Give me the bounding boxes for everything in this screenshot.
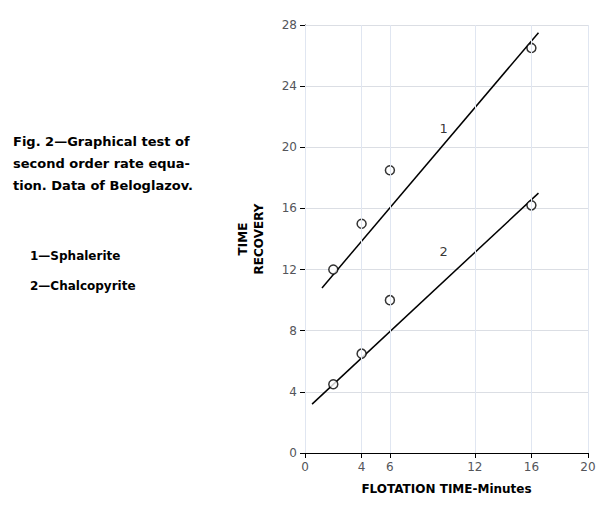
svg-text:1: 1 [440, 121, 448, 136]
svg-text:4: 4 [289, 385, 297, 399]
svg-text:6: 6 [386, 460, 394, 474]
svg-text:2—Chalcopyrite: 2—Chalcopyrite [30, 279, 136, 293]
svg-text:20: 20 [282, 140, 297, 154]
svg-text:20: 20 [580, 460, 595, 474]
svg-text:0: 0 [289, 446, 297, 460]
svg-text:24: 24 [282, 79, 297, 93]
svg-text:Fig. 2—Graphical test of: Fig. 2—Graphical test of [13, 134, 190, 149]
svg-text:2: 2 [440, 244, 448, 259]
svg-text:12: 12 [282, 263, 297, 277]
svg-text:0: 0 [301, 460, 309, 474]
svg-text:28: 28 [282, 18, 297, 32]
svg-text:12: 12 [467, 460, 482, 474]
svg-text:TIME: TIME [236, 223, 250, 256]
svg-text:tion. Data of Beloglazov.: tion. Data of Beloglazov. [13, 178, 193, 193]
svg-text:FLOTATION TIME-Minutes: FLOTATION TIME-Minutes [361, 482, 531, 496]
svg-text:1—Sphalerite: 1—Sphalerite [30, 249, 120, 263]
svg-text:second order rate equa-: second order rate equa- [13, 156, 190, 171]
svg-text:16: 16 [282, 201, 297, 215]
svg-text:8: 8 [289, 324, 297, 338]
svg-text:16: 16 [524, 460, 539, 474]
svg-text:4: 4 [358, 460, 366, 474]
svg-text:RECOVERY: RECOVERY [252, 203, 266, 274]
